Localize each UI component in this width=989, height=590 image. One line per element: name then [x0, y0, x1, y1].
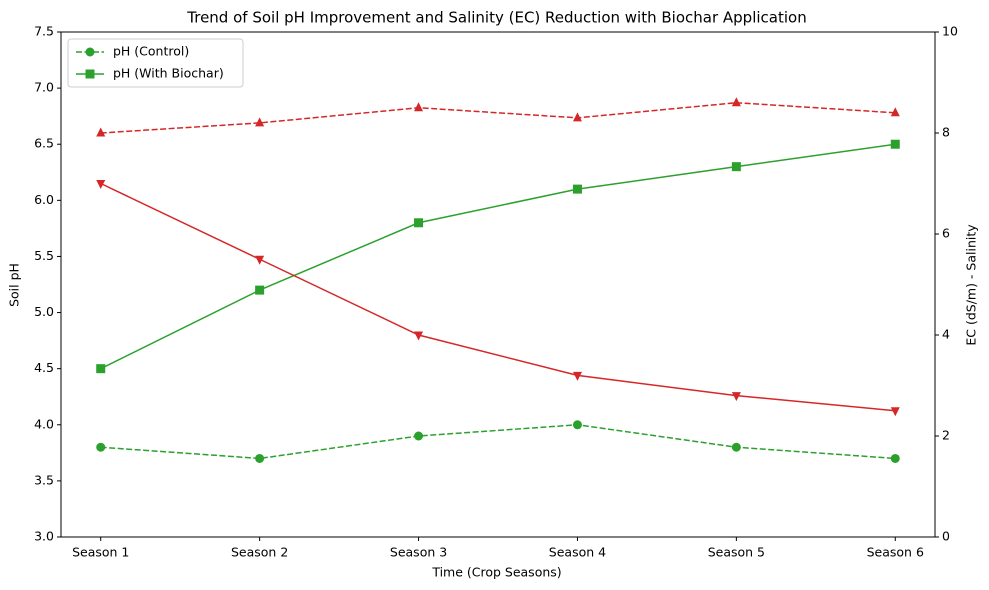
marker [731, 392, 741, 402]
marker [572, 184, 582, 194]
x-tick-label: Season 4 [549, 545, 606, 560]
marker [255, 285, 265, 295]
y-tick-label: 6.0 [34, 192, 54, 207]
y2-tick-label: 6 [942, 226, 950, 241]
marker [731, 442, 741, 452]
marker [414, 431, 424, 441]
y2-tick-label: 4 [942, 327, 950, 342]
y-axis-label: Soil pH [7, 263, 22, 307]
y-tick-label: 6.5 [34, 136, 54, 151]
series-line [100, 182, 896, 412]
y2-axis-label: EC (dS/m) - Salinity [964, 224, 979, 346]
marker [255, 117, 265, 127]
chart-title: Trend of Soil pH Improvement and Salinit… [186, 9, 806, 27]
marker [572, 371, 582, 381]
x-axis-label: Time (Crop Seasons) [431, 565, 561, 580]
x-tick-label: Season 1 [72, 545, 129, 560]
marker [255, 255, 265, 265]
marker [255, 453, 265, 463]
y-tick-label: 7.5 [34, 24, 54, 39]
legend-label: pH (Control) [113, 44, 189, 59]
x-tick-label: Season 5 [708, 545, 765, 560]
marker [96, 442, 106, 452]
marker [572, 112, 582, 122]
marker [96, 127, 106, 137]
y-tick-label: 5.5 [34, 248, 54, 263]
series-line [100, 101, 896, 134]
y2-tick-label: 10 [942, 24, 958, 39]
y-tick-label: 3.0 [34, 529, 54, 544]
marker [890, 107, 900, 117]
marker [414, 102, 424, 112]
y-tick-label: 3.5 [34, 472, 54, 487]
marker [890, 453, 900, 463]
x-tick-label: Season 2 [231, 545, 288, 560]
y-tick-label: 7.0 [34, 80, 54, 95]
y2-tick-label: 0 [942, 529, 950, 544]
plot-frame [60, 31, 936, 538]
marker [890, 139, 900, 149]
legend-marker [85, 69, 95, 79]
series-line [100, 424, 896, 460]
x-tick-label: Season 6 [867, 545, 924, 560]
marker [414, 331, 424, 341]
y-tick-label: 5.0 [34, 304, 54, 319]
marker [731, 97, 741, 107]
y2-tick-label: 8 [942, 125, 950, 140]
legend-frame [67, 38, 244, 88]
marker [731, 162, 741, 172]
marker [414, 218, 424, 228]
marker [572, 420, 582, 430]
y-tick-label: 4.5 [34, 360, 54, 375]
series-line [100, 143, 896, 370]
marker [96, 364, 106, 374]
legend-label: pH (With Biochar) [113, 66, 224, 81]
y2-tick-label: 2 [942, 428, 950, 443]
legend-marker [85, 47, 95, 57]
x-tick-label: Season 3 [390, 545, 447, 560]
legend: pH (Control) pH (With Biochar) [67, 38, 244, 88]
marker [96, 180, 106, 189]
marker [890, 407, 900, 417]
y-tick-label: 4.0 [34, 416, 54, 431]
